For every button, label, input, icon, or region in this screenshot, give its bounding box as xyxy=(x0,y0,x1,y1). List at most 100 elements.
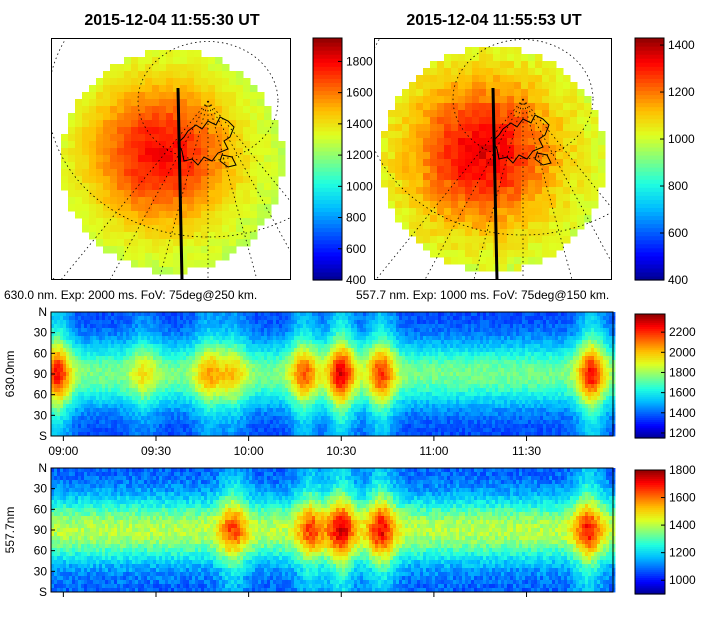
allsky-pixel xyxy=(61,176,69,184)
keogram-cell xyxy=(225,348,229,353)
keogram-cell xyxy=(168,356,172,361)
keogram-cell xyxy=(165,336,169,341)
keogram-cell xyxy=(171,320,175,325)
colorbar-segment xyxy=(313,90,342,96)
allsky-pixel xyxy=(395,187,403,195)
keogram-cell xyxy=(126,424,130,429)
allsky-pixel xyxy=(75,190,83,198)
keogram-cell xyxy=(360,348,364,353)
keogram-cell xyxy=(228,324,232,329)
keogram-cell xyxy=(198,412,202,417)
keogram-cell xyxy=(345,380,349,385)
keogram-cell xyxy=(171,404,175,409)
keogram-cell xyxy=(312,416,316,421)
keogram-cell xyxy=(93,320,97,325)
keogram-cell xyxy=(159,412,163,417)
allsky-pixel xyxy=(563,89,571,97)
keogram-cell xyxy=(294,400,298,405)
keogram-cell xyxy=(201,408,205,413)
keogram-cell xyxy=(111,336,115,341)
allsky-pixel xyxy=(110,176,118,184)
keogram-cell xyxy=(183,352,187,357)
keogram-cell xyxy=(129,412,133,417)
keogram-cell xyxy=(75,424,79,429)
allsky-pixel xyxy=(507,145,515,153)
allsky-pixel xyxy=(243,141,251,149)
keogram-cell xyxy=(114,316,118,321)
keogram-cell xyxy=(303,348,307,353)
keogram-cell xyxy=(258,344,262,349)
keogram-cell xyxy=(144,384,148,389)
keogram-cell xyxy=(102,412,106,417)
keogram-cell xyxy=(123,388,127,393)
keogram-cell xyxy=(333,376,337,381)
keogram-cell xyxy=(120,348,124,353)
allsky-pixel xyxy=(145,92,153,100)
keogram-cell xyxy=(99,420,103,425)
allsky-pixel xyxy=(173,246,181,254)
keogram-cell xyxy=(192,424,196,429)
keogram-cell xyxy=(210,432,214,437)
allsky-pixel xyxy=(437,131,445,139)
keogram-cell xyxy=(318,328,322,333)
keogram-cell xyxy=(153,412,157,417)
keogram-cell xyxy=(57,392,61,397)
keogram-cell xyxy=(234,372,238,377)
keogram-cell xyxy=(240,404,244,409)
allsky-pixel xyxy=(437,229,445,237)
colorbar-segment xyxy=(313,187,342,192)
keogram-cell xyxy=(258,424,262,429)
keogram-cell xyxy=(144,348,148,353)
allsky-pixel xyxy=(243,92,251,100)
keogram-cell xyxy=(324,356,328,361)
keogram-cell xyxy=(66,432,70,437)
keogram-cell xyxy=(312,352,316,357)
allsky-pixel xyxy=(208,141,216,149)
keogram-cell xyxy=(264,376,268,381)
keogram-cell xyxy=(183,432,187,437)
keogram-cell xyxy=(117,340,121,345)
allsky-pixel xyxy=(173,120,181,128)
allsky-pixel xyxy=(500,194,508,202)
keogram-cell xyxy=(225,320,229,325)
colorbar-segment xyxy=(313,38,342,43)
keogram-cell xyxy=(294,420,298,425)
keogram-cell xyxy=(75,380,79,385)
keogram-cell xyxy=(219,312,223,317)
keogram-cell xyxy=(336,328,340,333)
keogram-cell xyxy=(183,380,187,385)
keogram-cell xyxy=(216,412,220,417)
keogram-cell xyxy=(144,400,148,405)
keogram-cell xyxy=(108,324,112,329)
allsky-pixel xyxy=(131,120,139,128)
allsky-pixel xyxy=(243,148,251,156)
keogram-cell xyxy=(288,368,292,373)
keogram-cell xyxy=(141,328,145,333)
keogram-cell xyxy=(219,356,223,361)
allsky-pixel xyxy=(103,155,111,163)
keogram-cell xyxy=(300,368,304,373)
keogram-cell xyxy=(51,328,55,333)
allsky-pixel xyxy=(201,253,209,261)
keogram-cell xyxy=(336,432,340,437)
coastline xyxy=(492,114,550,164)
keogram-cell xyxy=(192,364,196,369)
keogram-cell xyxy=(294,312,298,317)
keogram-cell xyxy=(207,364,211,369)
keogram-cell xyxy=(321,348,325,353)
allsky-pixel xyxy=(236,197,244,205)
allsky-pixel xyxy=(166,239,174,247)
allsky-pixel xyxy=(145,239,153,247)
allsky-pixel xyxy=(271,155,279,163)
allsky-pixel xyxy=(166,71,174,79)
keogram-cell xyxy=(324,372,328,377)
keogram-cell xyxy=(120,364,124,369)
keogram-cell xyxy=(78,344,82,349)
keogram-cell xyxy=(162,416,166,421)
keogram-cell xyxy=(354,432,358,437)
keogram-cell xyxy=(267,412,271,417)
colorbar-segment xyxy=(635,50,664,55)
allsky-pixel xyxy=(180,190,188,198)
keogram-cell xyxy=(144,336,148,341)
colorbar-segment xyxy=(313,106,342,112)
